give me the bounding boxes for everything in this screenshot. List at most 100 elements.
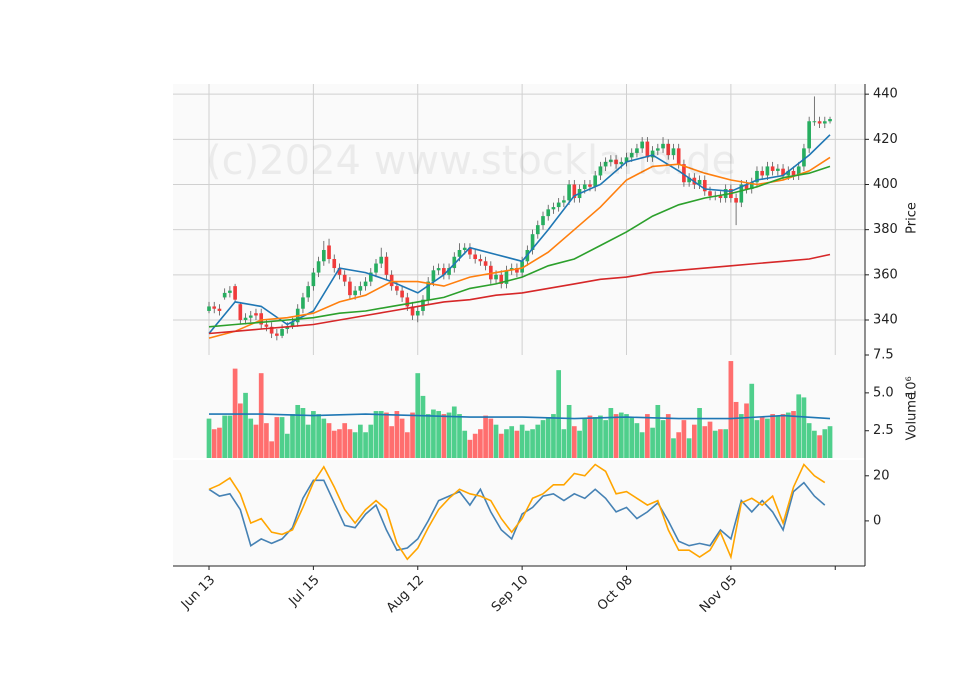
volume-bar xyxy=(321,418,327,458)
candle-body xyxy=(749,182,754,190)
volume-bar xyxy=(634,423,640,458)
volume-bar xyxy=(603,420,608,458)
volume-bar xyxy=(535,424,541,458)
candle-body xyxy=(723,189,728,199)
volume-bar xyxy=(217,427,222,458)
y-tick-label: 5.0 xyxy=(873,385,894,400)
candle-body xyxy=(661,143,665,149)
volume-bar xyxy=(436,411,441,458)
volume-bar xyxy=(211,429,217,458)
volume-bar xyxy=(749,383,755,458)
volume-bar xyxy=(702,426,708,458)
volume-bar xyxy=(545,417,551,458)
candle-body xyxy=(248,315,253,318)
volume-bar xyxy=(483,415,488,458)
volume-bar xyxy=(618,412,624,458)
candle-body xyxy=(515,268,519,273)
volume-bar xyxy=(676,432,682,458)
candle-body xyxy=(650,150,655,158)
candle-body xyxy=(483,261,488,266)
volume-bar xyxy=(592,417,598,458)
volume-bar xyxy=(624,414,629,458)
volume-bar xyxy=(342,423,348,458)
candle-body xyxy=(494,274,498,280)
volume-bar xyxy=(723,429,729,458)
candle-body xyxy=(556,202,561,208)
candle-body xyxy=(802,148,806,167)
candle-body xyxy=(645,141,650,158)
y-tick-label: 2.5 xyxy=(873,423,894,438)
indicator-panel xyxy=(173,460,865,566)
candle-body xyxy=(363,281,368,287)
volume-bar xyxy=(404,432,410,458)
candle-body xyxy=(786,170,791,176)
volume-bar xyxy=(274,417,280,458)
volume-bar xyxy=(660,420,666,458)
volume-bar xyxy=(613,414,619,458)
volume-bar xyxy=(796,394,802,458)
y-tick-label: 420 xyxy=(873,132,898,147)
candle-body xyxy=(817,121,822,124)
candle-body xyxy=(457,249,462,257)
volume-bar xyxy=(540,420,546,458)
x-tick-label: Nov 05 xyxy=(697,573,740,616)
volume-bar xyxy=(519,424,525,458)
volume-bar xyxy=(446,412,452,458)
volume-bar xyxy=(394,411,400,458)
candle-body xyxy=(572,184,577,199)
volume-bar xyxy=(827,426,833,458)
candle-body xyxy=(624,157,629,162)
candle-body xyxy=(410,306,415,316)
candle-body xyxy=(353,290,357,296)
candle-body xyxy=(629,152,634,158)
volume-bar xyxy=(493,424,499,458)
candle-body xyxy=(718,195,723,199)
volume-bar xyxy=(399,418,405,458)
volume-bar xyxy=(378,411,384,458)
candle-body xyxy=(807,121,811,149)
candle-body xyxy=(233,286,237,300)
volume-bar xyxy=(712,430,718,458)
volume-bar xyxy=(253,424,259,458)
volume-bar xyxy=(295,404,301,458)
candle-body xyxy=(332,259,337,269)
line xyxy=(209,413,831,420)
volume-bar xyxy=(577,430,582,458)
volume-bar xyxy=(331,430,337,458)
volume-bar xyxy=(305,424,311,458)
x-tick-label: Sep 10 xyxy=(489,573,532,616)
candle-body xyxy=(342,274,347,282)
volume-bar xyxy=(462,430,468,458)
candle-body xyxy=(828,119,832,122)
volume-bar xyxy=(801,397,807,458)
volume-bar xyxy=(775,415,781,458)
volume-bar xyxy=(248,418,254,458)
candle-body xyxy=(551,207,556,210)
volume-bar xyxy=(754,420,760,458)
volume-bar xyxy=(759,417,765,458)
candle-body xyxy=(760,170,765,176)
candle-body xyxy=(311,272,316,287)
line xyxy=(208,134,831,335)
candle-body xyxy=(530,234,535,250)
volume-bar xyxy=(384,412,389,458)
candle-body xyxy=(405,297,410,307)
candle-body xyxy=(426,281,431,300)
candle-body xyxy=(327,245,331,260)
candle-body xyxy=(546,209,551,217)
volume-bar xyxy=(791,411,796,458)
candle-body xyxy=(395,286,399,291)
candle-body xyxy=(285,326,290,330)
volume-bar xyxy=(639,432,645,458)
volume-bar xyxy=(284,433,290,458)
volume-bar xyxy=(326,423,332,458)
candle-body xyxy=(791,170,796,176)
candle-body xyxy=(415,310,420,316)
candle-body xyxy=(238,304,243,320)
y-tick-label: 440 xyxy=(873,87,898,102)
candle-body xyxy=(306,286,310,298)
candle-body xyxy=(384,256,389,275)
volume-bar xyxy=(269,441,274,458)
candle-body xyxy=(301,297,305,309)
candle-body xyxy=(609,159,613,162)
